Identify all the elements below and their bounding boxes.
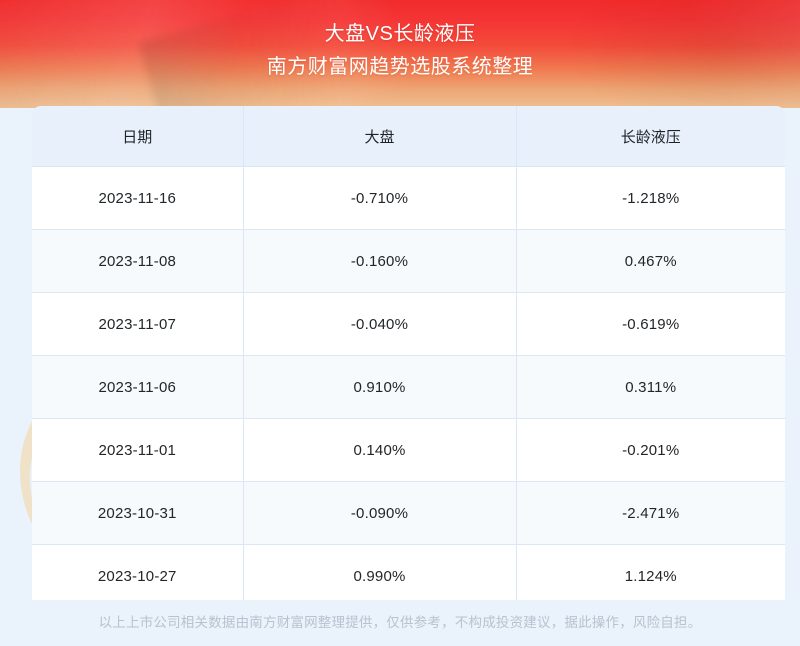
cell-date: 2023-11-07 xyxy=(32,292,244,356)
table-row: 2023-11-01 0.140% -0.201% xyxy=(32,418,785,482)
cell-date: 2023-11-08 xyxy=(32,229,244,293)
cell-stock: 0.467% xyxy=(516,229,785,293)
header-banner: 大盘VS长龄液压 南方财富网趋势选股系统整理 xyxy=(0,0,800,108)
page-title: 大盘VS长龄液压 xyxy=(324,23,476,45)
page-subtitle: 南方财富网趋势选股系统整理 xyxy=(266,56,534,78)
table-row: 2023-11-08 -0.160% 0.467% xyxy=(32,229,785,293)
table-row: 2023-10-27 0.990% 1.124% xyxy=(32,544,785,607)
cell-market: -0.710% xyxy=(243,166,517,230)
column-header-stock: 长龄液压 xyxy=(516,106,785,167)
cell-stock: -1.218% xyxy=(516,166,785,230)
table-header: 日期 大盘 长龄液压 xyxy=(32,106,785,167)
column-header-date: 日期 xyxy=(32,106,244,167)
column-header-market: 大盘 xyxy=(243,106,517,167)
banner-title-group: 大盘VS长龄液压 南方财富网趋势选股系统整理 xyxy=(0,0,800,81)
cell-market: 0.910% xyxy=(243,355,517,419)
cell-stock: 1.124% xyxy=(516,544,785,607)
cell-market: 0.990% xyxy=(243,544,517,607)
cell-market: 0.140% xyxy=(243,418,517,482)
comparison-table: 日期 大盘 长龄液压 2023-11-16 -0.710% -1.218% 20… xyxy=(32,106,785,607)
cell-stock: -0.201% xyxy=(516,418,785,482)
banner-texture-right xyxy=(530,0,800,108)
table-row: 2023-11-06 0.910% 0.311% xyxy=(32,355,785,419)
cell-market: -0.040% xyxy=(243,292,517,356)
cell-date: 2023-11-06 xyxy=(32,355,244,419)
cell-stock: 0.311% xyxy=(516,355,785,419)
cell-date: 2023-10-31 xyxy=(32,481,244,545)
footer-disclaimer: 以上上市公司相关数据由南方财富网整理提供，仅供参考，不构成投资建议，据此操作，风… xyxy=(0,600,800,646)
cell-stock: -2.471% xyxy=(516,481,785,545)
cell-date: 2023-11-01 xyxy=(32,418,244,482)
cell-market: -0.090% xyxy=(243,481,517,545)
cell-date: 2023-10-27 xyxy=(32,544,244,607)
cell-stock: -0.619% xyxy=(516,292,785,356)
cell-market: -0.160% xyxy=(243,229,517,293)
data-table-card: 日期 大盘 长龄液压 2023-11-16 -0.710% -1.218% 20… xyxy=(32,106,785,607)
table-row: 2023-11-07 -0.040% -0.619% xyxy=(32,292,785,356)
table-row: 2023-10-31 -0.090% -2.471% xyxy=(32,481,785,545)
table-header-row: 日期 大盘 长龄液压 xyxy=(32,106,785,167)
cell-date: 2023-11-16 xyxy=(32,166,244,230)
table-row: 2023-11-16 -0.710% -1.218% xyxy=(32,166,785,230)
table-body: 2023-11-16 -0.710% -1.218% 2023-11-08 -0… xyxy=(32,166,785,607)
